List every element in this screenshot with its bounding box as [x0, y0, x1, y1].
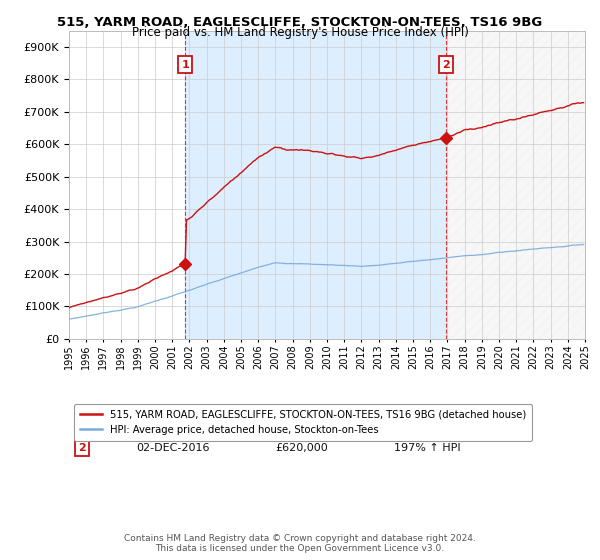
Text: 197% ↑ HPI: 197% ↑ HPI	[394, 443, 461, 453]
Text: Price paid vs. HM Land Registry's House Price Index (HPI): Price paid vs. HM Land Registry's House …	[131, 26, 469, 39]
Text: 2: 2	[78, 443, 86, 453]
Text: 09-OCT-2001: 09-OCT-2001	[136, 424, 209, 435]
Text: 2: 2	[442, 60, 450, 69]
Text: 02-DEC-2016: 02-DEC-2016	[136, 443, 209, 453]
Text: 515, YARM ROAD, EAGLESCLIFFE, STOCKTON-ON-TEES, TS16 9BG: 515, YARM ROAD, EAGLESCLIFFE, STOCKTON-O…	[58, 16, 542, 29]
Bar	[185, 31, 446, 339]
Bar	[446, 31, 585, 339]
Text: 1: 1	[78, 424, 86, 435]
Text: £230,000: £230,000	[275, 424, 328, 435]
Text: 1: 1	[181, 60, 189, 69]
Text: Contains HM Land Registry data © Crown copyright and database right 2024.
This d: Contains HM Land Registry data © Crown c…	[124, 534, 476, 553]
Text: £620,000: £620,000	[275, 443, 328, 453]
Text: 151% ↑ HPI: 151% ↑ HPI	[394, 424, 460, 435]
Legend: 515, YARM ROAD, EAGLESCLIFFE, STOCKTON-ON-TEES, TS16 9BG (detached house), HPI: : 515, YARM ROAD, EAGLESCLIFFE, STOCKTON-O…	[74, 404, 532, 441]
